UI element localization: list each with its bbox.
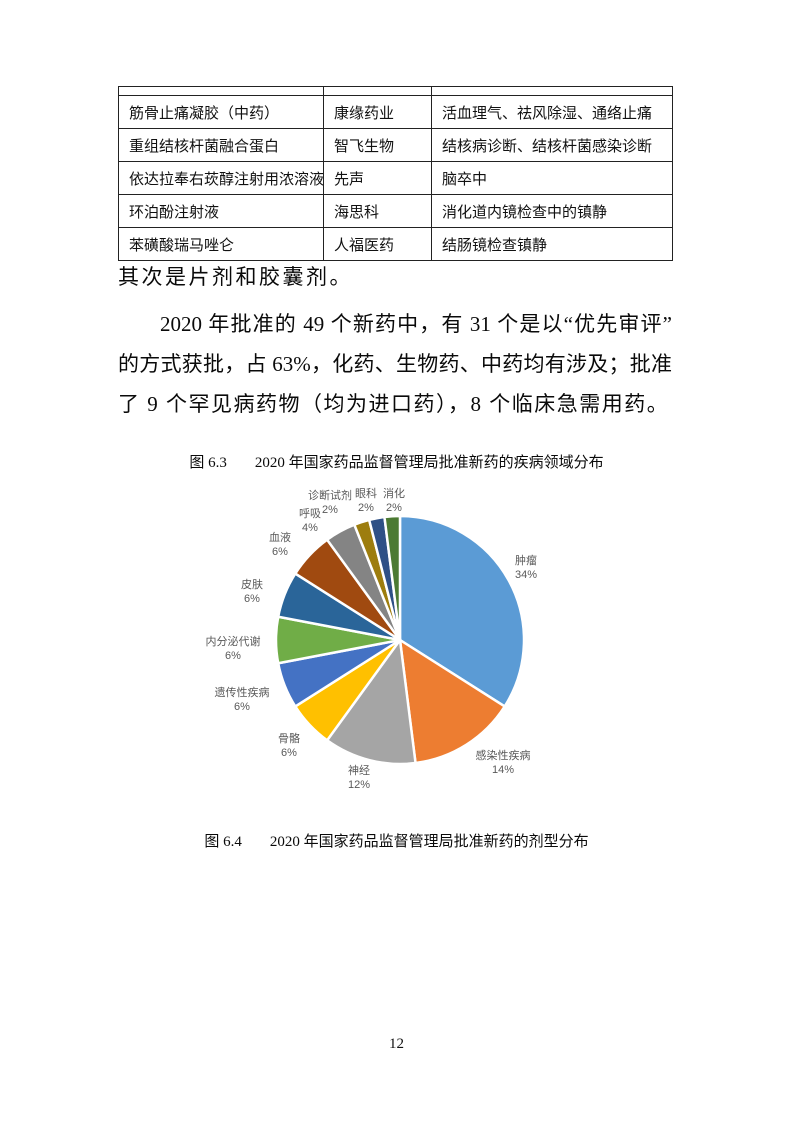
paragraph-dosage-forms: 其次是片剂和胶囊剂。 (118, 265, 353, 289)
cell-drug: 环泊酚注射液 (118, 194, 324, 228)
figure-6-3-title: 2020 年国家药品监督管理局批准新药的疾病领域分布 (254, 455, 604, 471)
pie-chart-svg (274, 514, 526, 766)
cell-indication: 消化道内镜检查中的镇静 (431, 194, 673, 228)
paragraph-approvals-line2: 的方式获批，占 63%，化药、生物药、中药均有涉及；批准 (118, 352, 672, 376)
approved-drugs-table: 筋骨止痛凝胶（中药） 康缘药业 活血理气、祛风除湿、通络止痛 重组结核杆菌融合蛋… (118, 86, 673, 261)
cell-drug: 苯磺酸瑞马唑仑 (118, 227, 324, 261)
table-row: 依达拉奉右莰醇注射用浓溶液 先声 脑卒中 (118, 161, 673, 195)
pie-slice-label-11: 消化 2% (383, 488, 405, 514)
pie-slice-label-4: 遗传性疾病 6% (214, 687, 270, 713)
cell-company: 海思科 (323, 194, 432, 228)
page-number: 12 (389, 1036, 404, 1052)
figure-6-3-caption: 图 6.3 2020 年国家药品监督管理局批准新药的疾病领域分布 (0, 452, 793, 474)
cell-indication: 结肠镜检查镇静 (431, 227, 673, 261)
cell-drug: 重组结核杆菌融合蛋白 (118, 128, 324, 162)
cell-empty (431, 86, 673, 96)
table-row: 环泊酚注射液 海思科 消化道内镜检查中的镇静 (118, 194, 673, 228)
pie-slice-label-10: 眼科 2% (355, 488, 377, 514)
cell-empty (118, 86, 324, 96)
cell-drug: 筋骨止痛凝胶（中药） (118, 95, 324, 129)
pie-slice-2 (325, 636, 417, 766)
pie-slice-label-0: 肿瘤 34% (514, 555, 538, 581)
cell-indication: 活血理气、祛风除湿、通络止痛 (431, 95, 673, 129)
cell-indication: 结核病诊断、结核杆菌感染诊断 (431, 128, 673, 162)
pie-slice-label-8: 呼吸 4% (299, 508, 321, 534)
table-row-continued (118, 86, 673, 96)
table-row: 重组结核杆菌融合蛋白 智飞生物 结核病诊断、结核杆菌感染诊断 (118, 128, 673, 162)
table-row: 苯磺酸瑞马唑仑 人福医药 结肠镜检查镇静 (118, 227, 673, 261)
cell-drug: 依达拉奉右莰醇注射用浓溶液 (118, 161, 324, 195)
pie-slice-label-6: 皮肤 6% (241, 579, 263, 605)
cell-company: 先声 (323, 161, 432, 195)
pie-slice-label-3: 骨骼 6% (278, 733, 300, 759)
table-row: 筋骨止痛凝胶（中药） 康缘药业 活血理气、祛风除湿、通络止痛 (118, 95, 673, 129)
pie-slice-label-1: 感染性疾病 14% (475, 750, 531, 776)
figure-6-3-label: 图 6.3 (189, 455, 227, 471)
paragraph-approvals-line3: 了 9 个罕见病药物（均为进口药），8 个临床急需用药。 (118, 392, 670, 416)
pie-slice-1 (398, 637, 507, 765)
pie-slice-label-2: 神经 12% (347, 765, 371, 791)
pie-slice-label-7: 血液 6% (269, 532, 291, 558)
cell-empty (323, 86, 432, 96)
figure-6-4-label: 图 6.4 (204, 834, 242, 850)
figure-6-4-title: 2020 年国家药品监督管理局批准新药的剂型分布 (269, 834, 589, 850)
cell-company: 康缘药业 (323, 95, 432, 129)
paragraph-approvals-line1: 2020 年批准的 49 个新药中，有 31 个是以“优先审评” (160, 312, 672, 336)
cell-indication: 脑卒中 (431, 161, 673, 195)
disease-area-pie-chart: 肿瘤 34% 感染性疾病 14% 神经 12% 骨骼 6% 遗传性疾病 6% 内分泌代谢 6% 皮肤 6%… (190, 480, 610, 800)
pie-slice-label-9: 诊断试剂 2% (308, 490, 352, 516)
figure-6-4-caption: 图 6.4 2020 年国家药品监督管理局批准新药的剂型分布 (0, 831, 793, 853)
pie-slice-label-5: 内分泌代谢 6% (205, 636, 261, 662)
cell-company: 人福医药 (323, 227, 432, 261)
cell-company: 智飞生物 (323, 128, 432, 162)
pie-slice-11 (383, 514, 402, 641)
